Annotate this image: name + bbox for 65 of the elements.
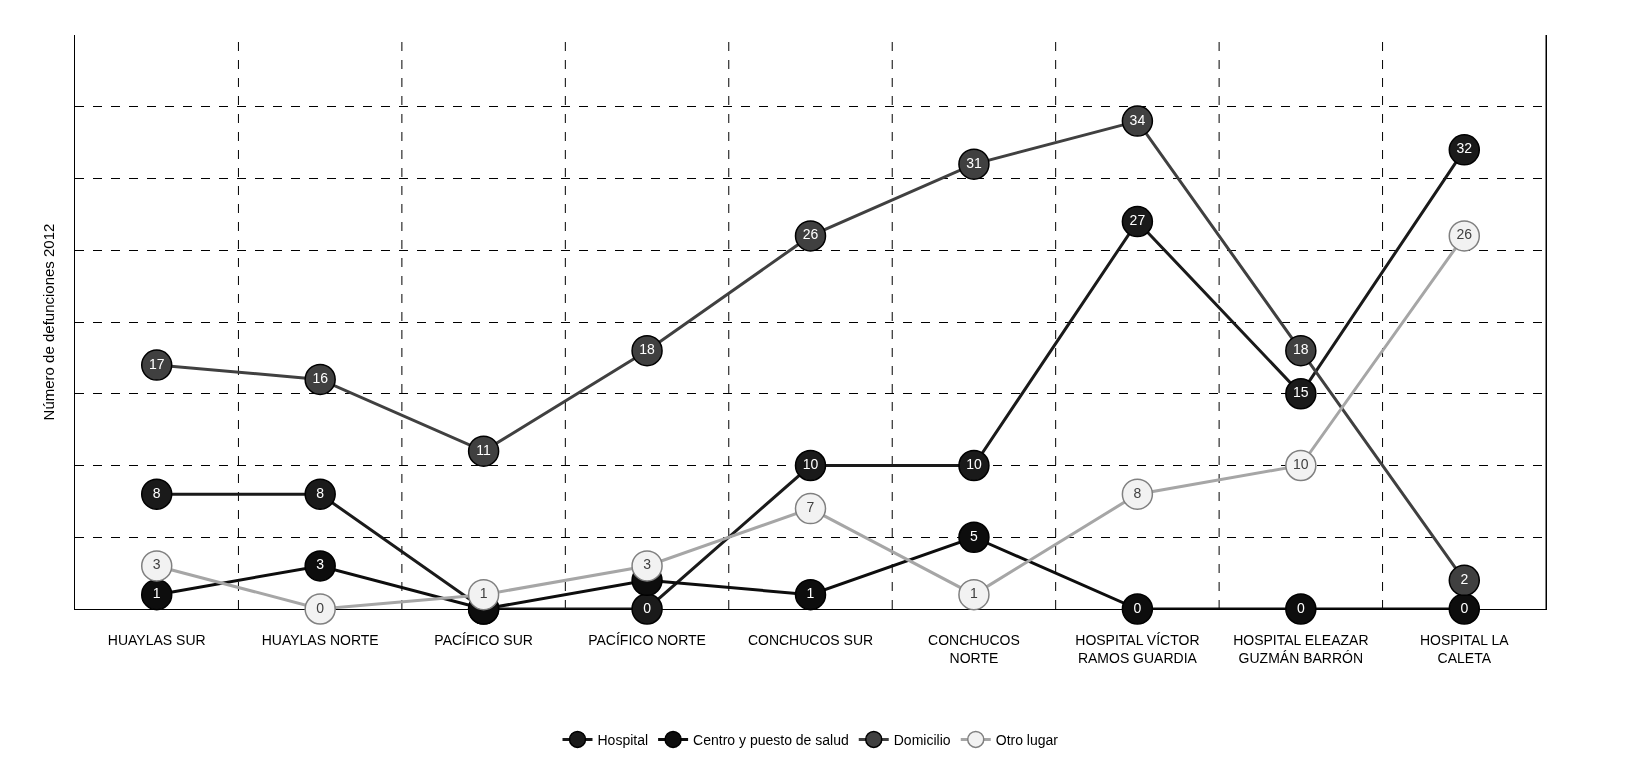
- legend-label: Hospital: [597, 731, 649, 748]
- point: [140, 578, 173, 611]
- data-label: 3: [316, 556, 325, 573]
- x-tick-label: PACÍFICO NORTE: [588, 631, 706, 648]
- x-tick-label: CONCHUCOS NORTE: [928, 631, 1020, 666]
- point: [1121, 593, 1154, 625]
- data-label: 10: [966, 456, 982, 472]
- point: [631, 550, 663, 582]
- data-label: 0: [643, 599, 652, 616]
- point: [140, 478, 173, 510]
- data-label: 0: [1460, 599, 1469, 616]
- data-label: 27: [1129, 212, 1146, 229]
- data-label: 1: [806, 585, 815, 602]
- y-axis-title: Número de defunciones 2012: [40, 223, 58, 421]
- data-label: 26: [802, 226, 819, 243]
- x-tick-label: HUAYLAS SUR: [107, 631, 206, 648]
- point: [304, 593, 336, 625]
- data-label: 10: [1293, 456, 1309, 472]
- data-label: 8: [152, 484, 161, 501]
- point: [631, 593, 663, 625]
- data-label: 26: [1456, 226, 1473, 243]
- point: [140, 550, 173, 582]
- data-label: 18: [1293, 341, 1309, 358]
- legend-label: Otro lugar: [995, 731, 1059, 748]
- legend-label: Domicilio: [893, 731, 951, 748]
- data-label: 8: [316, 484, 325, 501]
- data-label: 1: [152, 585, 161, 602]
- point: [304, 478, 336, 510]
- point: [1121, 478, 1154, 510]
- data-label: 10: [802, 456, 819, 472]
- data-label: 8: [1133, 484, 1142, 501]
- data-label: 15: [1293, 384, 1309, 401]
- data-label: 3: [643, 556, 652, 573]
- point: [1285, 593, 1317, 625]
- x-tick-label: PACÍFICO SUR: [434, 631, 533, 648]
- data-label: 17: [148, 355, 165, 372]
- data-label: 1: [479, 585, 488, 602]
- point: [958, 578, 990, 611]
- data-label: 18: [639, 341, 656, 358]
- data-label: 3: [152, 556, 161, 573]
- data-label: 5: [970, 527, 979, 544]
- x-tick-label: HOSPITAL VÍCTOR RAMOS GUARDIA: [1075, 631, 1200, 666]
- point: [958, 521, 990, 553]
- data-label: 32: [1456, 140, 1473, 157]
- point: [1448, 593, 1481, 625]
- x-tick-label: CONCHUCOS SUR: [747, 631, 874, 648]
- point: [794, 492, 827, 525]
- data-label: 16: [312, 369, 329, 386]
- data-label: 0: [1133, 599, 1142, 616]
- data-label: 2: [1460, 570, 1469, 587]
- data-label: 31: [966, 154, 982, 171]
- point: [794, 578, 827, 611]
- x-tick-label: HOSPITAL ELEAZAR GUZMÁN BARRÓN: [1233, 631, 1369, 666]
- point: [1448, 564, 1481, 597]
- x-tick-label: HOSPITAL LA CALETA: [1419, 631, 1510, 666]
- data-label: 7: [806, 499, 815, 516]
- data-label: 0: [1296, 599, 1305, 616]
- x-tick-label: HUAYLAS NORTE: [261, 631, 379, 648]
- data-label: 0: [316, 599, 325, 616]
- point: [304, 550, 336, 582]
- data-label: 1: [970, 585, 979, 602]
- data-label: 11: [476, 441, 492, 458]
- data-label: 34: [1129, 111, 1146, 128]
- legend-label: Centro y puesto de salud: [693, 731, 849, 748]
- point: [467, 578, 500, 611]
